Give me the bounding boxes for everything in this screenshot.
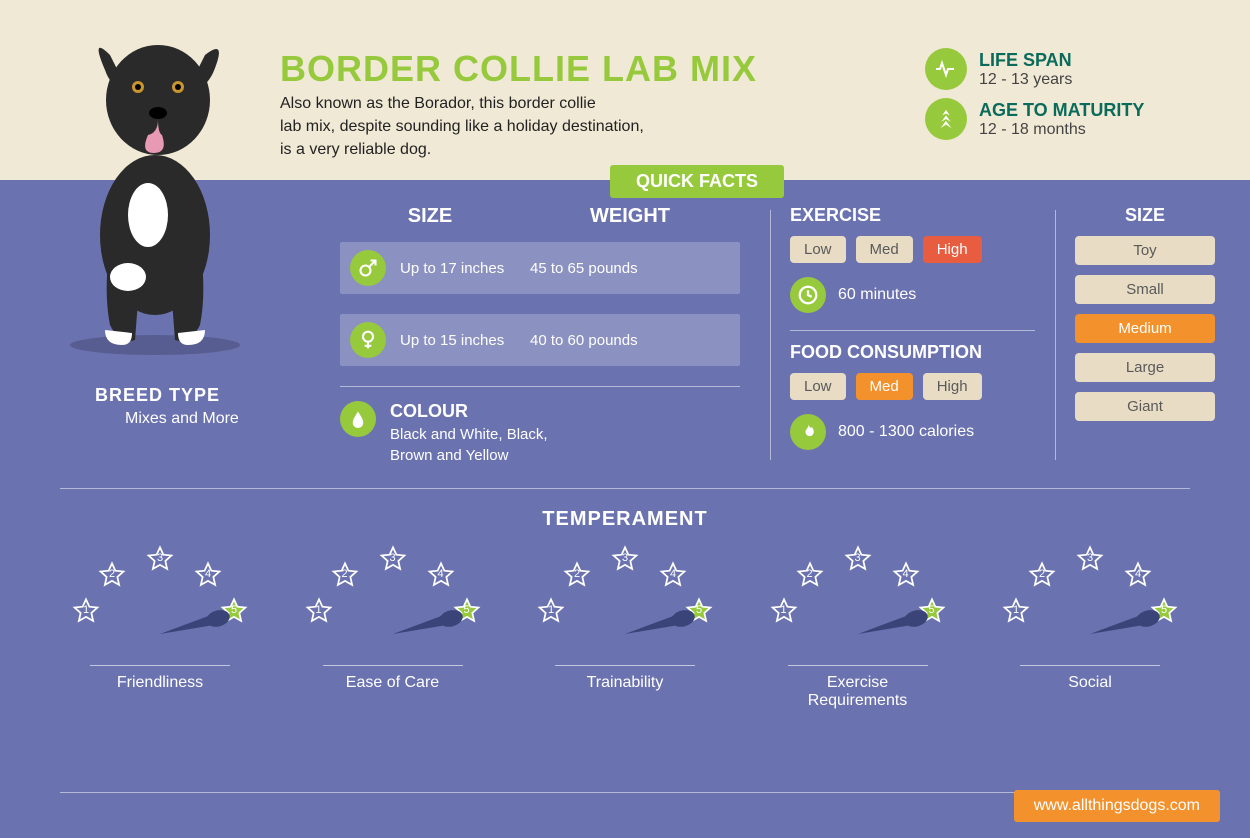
size-category-block: SIZE Toy Small Medium Large Giant xyxy=(1075,205,1215,431)
clock-icon xyxy=(790,277,826,313)
star-icon: 3 xyxy=(1076,545,1104,573)
size-weight-block: SIZE WEIGHT Up to 17 inches 45 to 65 pou… xyxy=(340,205,740,466)
exercise-block: EXERCISE Low Med High 60 minutes xyxy=(790,205,1040,331)
star-icon: 4 xyxy=(427,561,455,589)
divider xyxy=(340,386,740,387)
maturity-value: 12 - 18 months xyxy=(979,121,1144,139)
exercise-label: EXERCISE xyxy=(790,205,1040,226)
temperament-label-text: Friendliness xyxy=(60,674,260,692)
divider xyxy=(1055,210,1056,460)
gauge-needle xyxy=(158,606,234,643)
star-icon: 1 xyxy=(1002,597,1030,625)
star-icon: 4 xyxy=(194,561,222,589)
food-level-low: Low xyxy=(790,373,846,400)
star-icon: 1 xyxy=(537,597,565,625)
gauge-needle xyxy=(390,606,466,643)
star-icon: 3 xyxy=(844,545,872,573)
temperament-item: 12345Exercise Requirements xyxy=(758,545,958,710)
size-option-medium: Medium xyxy=(1075,314,1215,343)
size-header: SIZE xyxy=(340,205,520,228)
leaf-icon xyxy=(925,98,967,140)
source-url: www.allthingsdogs.com xyxy=(1014,790,1220,822)
life-stats: LIFE SPAN 12 - 13 years AGE TO MATURITY … xyxy=(925,48,1144,148)
colour-label: COLOUR xyxy=(390,401,548,422)
temperament-item: 12345Trainability xyxy=(525,545,725,710)
weight-header: WEIGHT xyxy=(520,205,740,228)
breed-value: Mixes and More xyxy=(125,410,239,428)
temperament-label-text: Ease of Care xyxy=(293,674,493,692)
temperament-row: 12345Friendliness12345Ease of Care12345T… xyxy=(60,545,1190,710)
gauge-needle xyxy=(855,606,931,643)
divider xyxy=(60,488,1190,489)
lifespan-value: 12 - 13 years xyxy=(979,71,1072,89)
female-size: Up to 15 inches xyxy=(400,332,530,349)
star-icon: 1 xyxy=(72,597,100,625)
star-icon: 2 xyxy=(1028,561,1056,589)
female-weight: 40 to 60 pounds xyxy=(530,332,638,349)
temperament-item: 12345Friendliness xyxy=(60,545,260,710)
star-icon: 3 xyxy=(611,545,639,573)
female-row: Up to 15 inches 40 to 60 pounds xyxy=(340,314,740,366)
breed-label: BREED TYPE xyxy=(95,385,239,406)
main-title: BORDER COLLIE LAB MIX xyxy=(280,48,757,90)
star-icon: 2 xyxy=(563,561,591,589)
lifespan-label: LIFE SPAN xyxy=(979,50,1072,71)
food-level-high: High xyxy=(923,373,982,400)
heartbeat-icon xyxy=(925,48,967,90)
colour-value: Black and White, Black, Brown and Yellow xyxy=(390,424,548,466)
star-icon: 2 xyxy=(796,561,824,589)
exercise-levels: Low Med High xyxy=(790,236,1040,263)
maturity-label: AGE TO MATURITY xyxy=(979,100,1144,121)
star-icon: 3 xyxy=(146,545,174,573)
food-block: FOOD CONSUMPTION Low Med High 800 - 1300 c… xyxy=(790,342,1040,468)
male-weight: 45 to 65 pounds xyxy=(530,260,638,277)
size-option-large: Large xyxy=(1075,353,1215,382)
food-level-med: Med xyxy=(856,373,913,400)
temperament-label: TEMPERAMENT xyxy=(0,508,1250,531)
star-icon: 2 xyxy=(331,561,359,589)
star-icon: 2 xyxy=(98,561,126,589)
female-icon xyxy=(350,322,386,358)
breed-type: BREED TYPE Mixes and More xyxy=(95,385,239,428)
dog-illustration xyxy=(50,15,260,355)
flame-icon xyxy=(790,414,826,450)
size-cat-label: SIZE xyxy=(1075,205,1215,226)
gauge-needle xyxy=(1088,606,1164,643)
food-levels: Low Med High xyxy=(790,373,1040,400)
size-option-toy: Toy xyxy=(1075,236,1215,265)
drop-icon xyxy=(340,401,376,437)
exercise-level-high: High xyxy=(923,236,982,263)
food-value: 800 - 1300 calories xyxy=(838,423,974,441)
star-icon: 4 xyxy=(892,561,920,589)
size-option-small: Small xyxy=(1075,275,1215,304)
divider xyxy=(770,210,771,460)
quick-facts-badge: QUICK FACTS xyxy=(610,165,784,198)
exercise-level-low: Low xyxy=(790,236,846,263)
food-label: FOOD CONSUMPTION xyxy=(790,342,1040,363)
temperament-item: 12345Ease of Care xyxy=(293,545,493,710)
male-icon xyxy=(350,250,386,286)
exercise-level-med: Med xyxy=(856,236,913,263)
star-icon: 4 xyxy=(659,561,687,589)
gauge-needle xyxy=(623,606,699,643)
star-icon: 3 xyxy=(379,545,407,573)
star-icon: 4 xyxy=(1124,561,1152,589)
male-size: Up to 17 inches xyxy=(400,260,530,277)
temperament-label-text: Trainability xyxy=(525,674,725,692)
temperament-label-text: Exercise Requirements xyxy=(758,674,958,710)
temperament-label-text: Social xyxy=(990,674,1190,692)
star-icon: 1 xyxy=(770,597,798,625)
description: Also known as the Borador, this border c… xyxy=(280,92,644,162)
star-icon: 1 xyxy=(305,597,333,625)
temperament-item: 12345Social xyxy=(990,545,1190,710)
male-row: Up to 17 inches 45 to 65 pounds xyxy=(340,242,740,294)
size-option-giant: Giant xyxy=(1075,392,1215,421)
exercise-value: 60 minutes xyxy=(838,286,916,304)
